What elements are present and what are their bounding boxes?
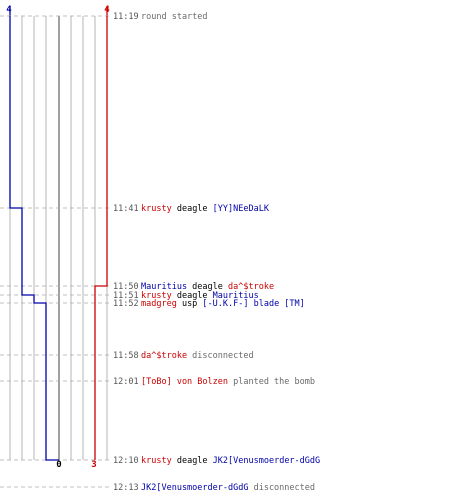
event-message: da^$troke disconnected <box>141 351 254 361</box>
event-action: deagle <box>172 456 213 466</box>
event-action: round started <box>141 12 208 22</box>
team-b-alive-line <box>94 16 108 460</box>
timeline-grid <box>9 6 108 460</box>
event-time: 11:50 <box>113 282 139 292</box>
player-name: JK2[Venusmoerder-dGdG <box>213 456 320 466</box>
player-name: madgreg <box>141 299 177 309</box>
event-message: madgreg usp [-U.K.F-] blade [TM] <box>141 299 305 309</box>
player-name: [ToBo] von Bolzen <box>141 377 228 387</box>
event-time: 11:19 <box>113 12 139 22</box>
event-time: 12:01 <box>113 377 139 387</box>
event-message: [ToBo] von Bolzen planted the bomb <box>141 377 315 387</box>
event-action: deagle <box>187 282 228 292</box>
team-a-alive-line <box>9 16 59 461</box>
event-message: Mauritius deagle da^$troke <box>141 282 274 292</box>
event-action: deagle <box>172 204 213 214</box>
event-action: disconnected <box>248 483 315 493</box>
player-name: [-U.K.F-] blade [TM] <box>202 299 304 309</box>
event-message: round started <box>141 12 208 22</box>
event-action: planted the bomb <box>228 377 315 387</box>
event-action: disconnected <box>187 351 254 361</box>
event-message: krusty deagle [YY]NEeDaLK <box>141 204 270 214</box>
player-name: Mauritius <box>141 282 187 292</box>
event-action: deagle <box>172 291 213 301</box>
player-name: da^$troke <box>141 351 187 361</box>
player-name: krusty <box>141 204 172 214</box>
event-time: 12:10 <box>113 456 139 466</box>
event-action: usp <box>177 299 203 309</box>
event-message: krusty deagle JK2[Venusmoerder-dGdG <box>141 456 320 466</box>
event-guide-lines <box>0 15 110 488</box>
player-name: krusty <box>141 291 172 301</box>
event-message: krusty deagle Mauritius <box>141 291 259 301</box>
player-name: da^$troke <box>228 282 274 292</box>
event-time: 11:41 <box>113 204 139 214</box>
player-name: [YY]NEeDaLK <box>213 204 270 214</box>
team-b-start-count: 4 <box>104 5 110 15</box>
team-a-end-count: 0 <box>56 460 61 470</box>
event-time: 11:58 <box>113 351 139 361</box>
team-a-start-count: 4 <box>6 5 12 15</box>
event-time: 11:52 <box>113 299 139 309</box>
event-time: 12:13 <box>113 483 139 493</box>
event-time: 11:51 <box>113 291 139 301</box>
player-name: JK2[Venusmoerder-dGdG <box>141 483 248 493</box>
player-name: Mauritius <box>213 291 259 301</box>
player-name: krusty <box>141 456 172 466</box>
team-b-end-count: 3 <box>91 460 96 470</box>
event-message: JK2[Venusmoerder-dGdG disconnected <box>141 483 315 493</box>
